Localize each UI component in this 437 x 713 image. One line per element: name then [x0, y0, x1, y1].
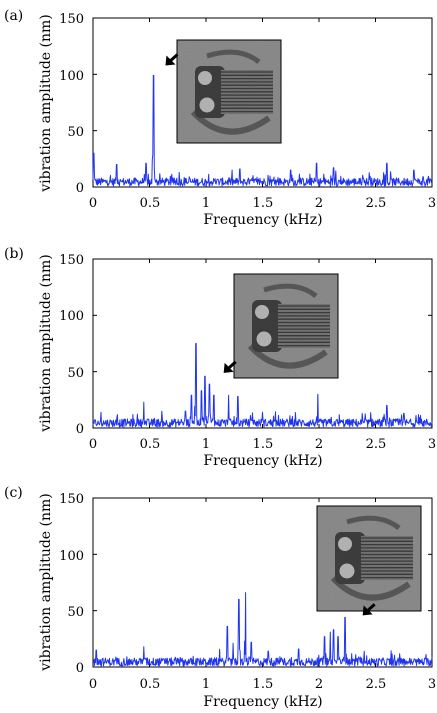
y-tick-labels: 0 50 100 150 [59, 253, 84, 437]
x-tick-label: 1.5 [253, 677, 274, 692]
x-tick-label: 3 [428, 437, 436, 452]
plot-area [92, 258, 433, 429]
annotation-arrow [223, 360, 237, 373]
arrow-head [362, 605, 373, 616]
arrow-head [165, 55, 176, 66]
y-tick-label: 50 [67, 605, 84, 620]
inset-arc [263, 283, 318, 299]
y-tick-label: 150 [59, 12, 84, 27]
x-tick-label: 2.5 [366, 196, 387, 211]
x-tick-label: 0 [89, 677, 97, 692]
y-tick-labels: 0 50 100 150 [59, 492, 84, 676]
panel-c: (c) vibration amplitude (nm) 0 50 100 15… [4, 485, 436, 710]
y-tick-label: 0 [76, 661, 84, 676]
y-tick-label: 50 [67, 366, 84, 381]
inset-image [176, 39, 282, 144]
panel-label: (b) [4, 246, 24, 262]
inset-pad [199, 97, 215, 113]
arrow-head [223, 362, 234, 373]
inset-arc [206, 49, 261, 65]
panel-a: (a) vibration amplitude (nm) 0 50 100 15… [4, 8, 436, 228]
x-tick-label: 2 [315, 196, 323, 211]
inset-pad [198, 71, 212, 85]
y-tick-labels: 0 50 100 150 [59, 12, 84, 196]
x-tick-label: 0.5 [140, 196, 161, 211]
x-tick-label: 3 [428, 196, 436, 211]
x-tick-label: 0.5 [140, 677, 161, 692]
plot-area [92, 17, 433, 188]
annotation-arrow [165, 53, 179, 66]
y-tick-label: 0 [76, 422, 84, 437]
spectrum-line [92, 592, 433, 667]
x-tick-label: 1 [202, 437, 210, 452]
inset-arc [247, 343, 328, 369]
x-tick-labels: 0 0.5 1 1.5 2 2.5 3 [89, 437, 436, 452]
x-tick-label: 2 [315, 677, 323, 692]
inset-border [233, 273, 339, 379]
x-tick-labels: 0 0.5 1 1.5 2 2.5 3 [89, 196, 436, 211]
x-tick-label: 2 [315, 437, 323, 452]
x-axis-label: Frequency (kHz) [203, 694, 322, 710]
x-tick-label: 1.5 [253, 196, 274, 211]
inset-pad [338, 537, 352, 551]
y-tick-label: 100 [59, 69, 84, 84]
y-axis-label: vibration amplitude (nm) [38, 493, 54, 671]
y-tick-label: 100 [59, 549, 84, 564]
x-tick-labels: 0 0.5 1 1.5 2 2.5 3 [89, 677, 436, 692]
spectrum-line [92, 75, 433, 187]
x-tick-label: 0 [89, 196, 97, 211]
inset-arc [190, 109, 271, 135]
inset-image [316, 505, 422, 612]
x-tick-label: 0.5 [140, 437, 161, 452]
x-tick-label: 0 [89, 437, 97, 452]
panel-b: (b) vibration amplitude (nm) 0 50 100 15… [4, 246, 436, 469]
panel-label: (c) [4, 485, 23, 501]
inset-border [176, 39, 282, 144]
inset-arc [330, 575, 411, 601]
x-axis-label: Frequency (kHz) [203, 212, 322, 228]
x-tick-label: 1 [202, 196, 210, 211]
inset-pad [256, 331, 272, 347]
x-tick-label: 2.5 [366, 437, 387, 452]
x-axis-label: Frequency (kHz) [203, 453, 322, 469]
annotation-arrow [362, 603, 376, 616]
inset-pad [255, 305, 269, 319]
plot-area [92, 497, 433, 668]
inset-pad [339, 563, 355, 579]
inset-image [233, 273, 339, 379]
y-tick-label: 100 [59, 309, 84, 324]
inset-arc [346, 515, 401, 531]
y-tick-label: 150 [59, 253, 84, 268]
x-tick-label: 2.5 [366, 677, 387, 692]
panel-label: (a) [4, 8, 23, 24]
y-tick-label: 50 [67, 125, 84, 140]
y-tick-label: 150 [59, 492, 84, 507]
x-tick-label: 3 [428, 677, 436, 692]
x-tick-label: 1.5 [253, 437, 274, 452]
spectrum-line [92, 343, 433, 428]
y-axis-label: vibration amplitude (nm) [38, 254, 54, 432]
x-tick-label: 1 [202, 677, 210, 692]
y-axis-label: vibration amplitude (nm) [38, 14, 54, 192]
y-tick-label: 0 [76, 181, 84, 196]
